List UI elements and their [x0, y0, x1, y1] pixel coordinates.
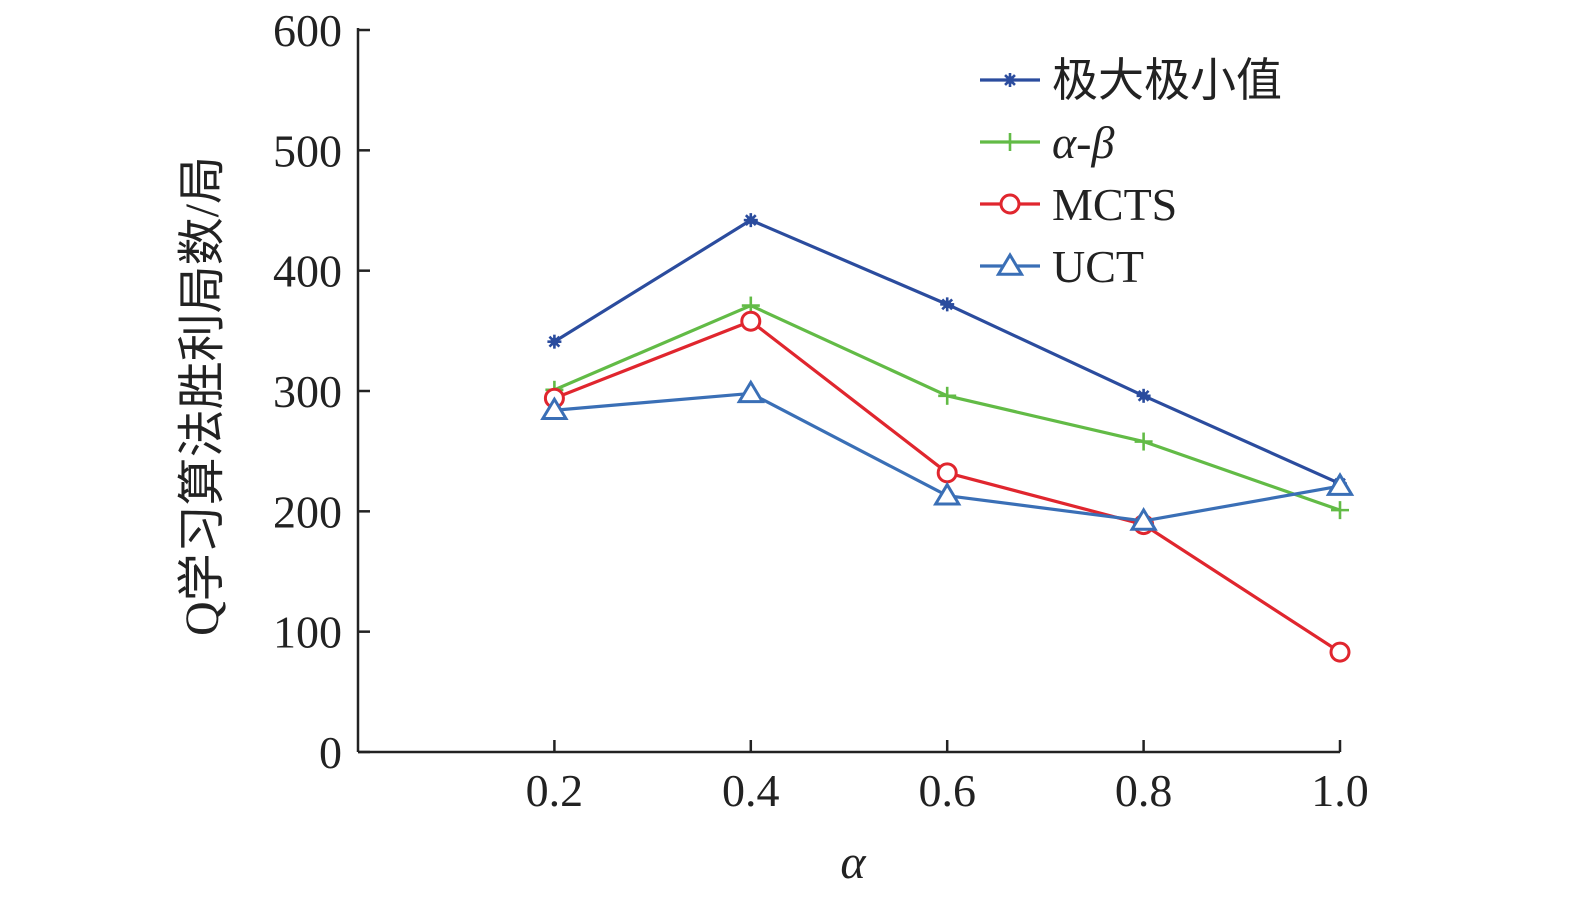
legend-marker: [1003, 73, 1017, 87]
x-tick-label: 0.2: [526, 765, 584, 816]
series-group: [540, 213, 1355, 663]
data-point: [1129, 507, 1158, 531]
y-tick-label: 600: [273, 5, 342, 56]
data-point: [1134, 432, 1153, 451]
data-point: [547, 334, 562, 349]
legend-label: 极大极小值: [1052, 55, 1282, 106]
x-tick-label: 0.8: [1115, 765, 1173, 816]
y-tick-label: 100: [273, 607, 342, 658]
legend-label: α-β: [1052, 117, 1114, 168]
data-point: [1325, 472, 1355, 496]
data-point: [940, 297, 955, 312]
series-4: [540, 379, 1355, 531]
data-point: [938, 386, 957, 405]
legend-marker: [1001, 133, 1019, 151]
legend-item: MCTS: [980, 179, 1177, 230]
x-axis-title: α: [840, 836, 866, 889]
data-point: [936, 462, 958, 484]
data-point: [743, 213, 758, 228]
legend-item: 极大极小值: [980, 55, 1282, 106]
data-point: [740, 310, 762, 332]
y-tick-label: 0: [319, 727, 342, 778]
legend: 极大极小值 α-β MCTS UCT: [980, 55, 1282, 292]
y-tick-label: 500: [273, 125, 342, 176]
data-point: [1329, 641, 1351, 663]
data-point: [933, 481, 962, 506]
legend-item: α-β: [980, 117, 1114, 168]
y-tick-label: 300: [273, 366, 342, 417]
legend-label: MCTS: [1052, 179, 1177, 230]
legend-label: UCT: [1052, 241, 1144, 292]
data-point: [736, 379, 765, 404]
legend-item: UCT: [980, 241, 1144, 292]
y-axis-title: Q学习算法胜利局数/局: [176, 156, 229, 636]
data-point: [1136, 388, 1151, 403]
x-tick-label: 0.6: [918, 765, 976, 816]
series-1: [547, 213, 1347, 491]
data-point: [1331, 501, 1349, 520]
y-tick-label: 200: [273, 486, 342, 537]
legend-marker: [999, 193, 1021, 215]
data-point: [540, 396, 569, 421]
y-tick-label: 400: [273, 246, 342, 297]
x-tick-label: 0.4: [722, 765, 780, 816]
axes: 0 100 200 300 400 500 600 0.2 0.4 0.6 0.8 1.0 α Q学习算法…: [176, 5, 1369, 889]
x-tick-label: 1.0: [1311, 765, 1369, 816]
legend-marker: [995, 252, 1025, 276]
